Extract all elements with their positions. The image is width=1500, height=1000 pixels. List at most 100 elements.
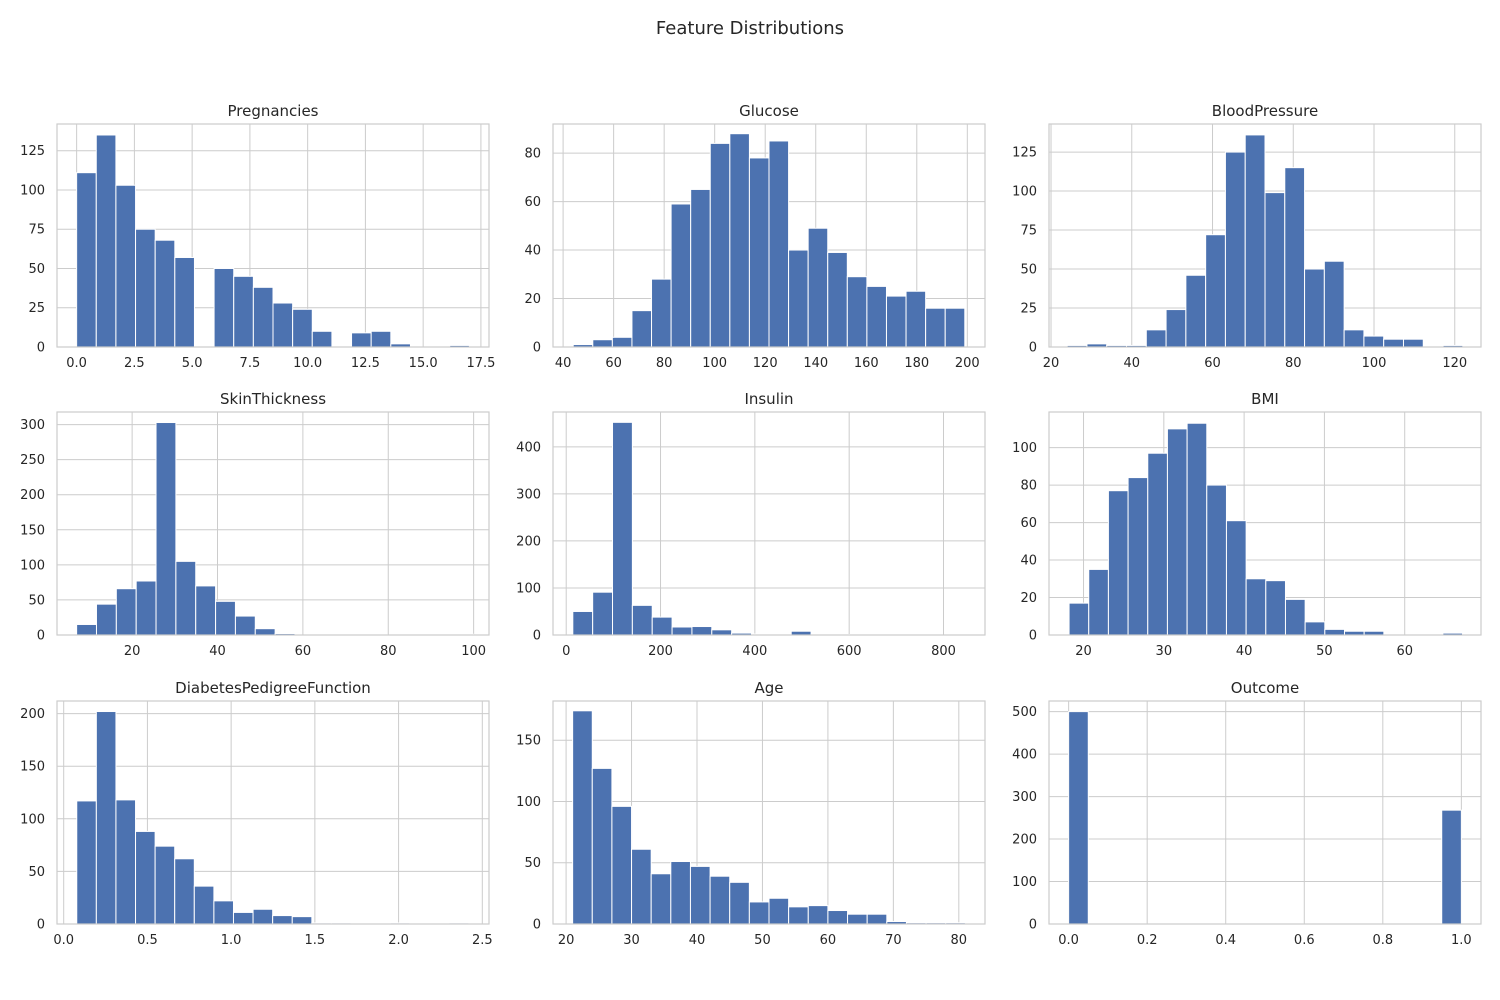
histogram-bar — [866, 285, 887, 348]
histogram-bar — [115, 184, 137, 348]
subplot-grid: Pregnancies 0.0 2.5 5.0 7.5 10.0 12.5 15.0 17.5 0… — [20, 102, 1482, 948]
plot-frame — [1048, 411, 1482, 636]
subplot-title: BMI — [1251, 390, 1279, 408]
histogram-bar — [252, 908, 274, 925]
x-tick-label: 600 — [837, 644, 862, 659]
subplot-title: Pregnancies — [227, 102, 318, 120]
plot-frame — [552, 700, 986, 925]
x-tick-label: 10.0 — [293, 356, 322, 371]
x-tick-label: 160 — [854, 356, 879, 371]
figure-title: Feature Distributions — [656, 18, 844, 39]
x-tick-label: 80 — [951, 933, 968, 948]
x-tick-label: 20 — [1043, 356, 1060, 371]
histogram-bar — [213, 900, 234, 925]
y-tick-label: 0 — [1029, 629, 1037, 644]
histogram-bar — [174, 256, 195, 348]
x-tick-label: 140 — [803, 356, 828, 371]
histogram-bar — [1245, 578, 1267, 636]
x-tick-label: 0.0 — [53, 933, 74, 948]
y-tick-label: 400 — [516, 440, 541, 455]
x-tick-label: 70 — [885, 933, 902, 948]
histogram-bar — [193, 885, 215, 925]
x-tick-label: 2.5 — [472, 933, 493, 948]
y-tick-label: 0 — [1029, 918, 1037, 933]
x-tick-label: 100 — [461, 644, 486, 659]
histogram-bar — [1304, 621, 1326, 636]
histogram-bar — [1284, 167, 1306, 348]
histogram-bar — [1441, 809, 1462, 925]
histogram-bar — [1186, 422, 1208, 636]
y-tick-label: 400 — [1012, 748, 1037, 763]
histogram-bar — [1145, 329, 1167, 348]
histogram-bar — [631, 604, 653, 636]
x-tick-label: 1.5 — [305, 933, 326, 948]
y-tick-label: 500 — [1012, 705, 1037, 720]
histogram-bar — [592, 591, 614, 636]
x-tick-label: 60 — [820, 933, 837, 948]
x-tick-label: 17.5 — [466, 356, 495, 371]
histogram-bar — [155, 422, 177, 636]
y-tick-label: 200 — [1012, 833, 1037, 848]
x-tick-label: 40 — [689, 933, 706, 948]
y-tick-label: 200 — [516, 534, 541, 549]
subplot-title: Glucose — [739, 102, 799, 120]
histogram-bar — [1107, 490, 1129, 636]
y-tick-label: 50 — [28, 865, 45, 880]
histogram-bar — [650, 873, 672, 925]
subplot-title: Insulin — [744, 390, 793, 408]
histogram-bar — [370, 330, 392, 348]
y-tick-label: 100 — [20, 558, 45, 573]
y-tick-label: 100 — [20, 183, 45, 198]
histogram-bar — [1402, 338, 1424, 348]
histogram-bar — [807, 905, 829, 925]
histogram-bar — [154, 845, 176, 925]
subplot-skinthickness: SkinThickness 20 40 60 80 100 0 50 100 150 200 250 3… — [20, 390, 490, 659]
histogram-bar — [1068, 711, 1089, 925]
subplot-bmi: BMI 20 30 40 50 60 0 20 40 60 80 100 — [1012, 390, 1482, 659]
y-tick-label: 25 — [1020, 302, 1037, 317]
histogram-bar — [612, 421, 633, 636]
y-tick-label: 100 — [516, 795, 541, 810]
histogram-bar — [611, 805, 633, 925]
histogram-bar — [1224, 151, 1246, 348]
x-tick-label: 400 — [742, 644, 767, 659]
histogram-bar — [827, 910, 849, 925]
y-tick-label: 60 — [524, 195, 541, 210]
histogram-bar — [1165, 309, 1187, 348]
plot-frame — [552, 123, 986, 348]
x-tick-label: 80 — [656, 356, 673, 371]
subplot-insulin: Insulin 0 200 400 600 800 0 100 200 300 400 — [516, 390, 986, 659]
histogram-bar — [709, 142, 731, 348]
histogram-bar — [76, 623, 97, 636]
histogram-bar — [311, 330, 333, 348]
x-tick-label: 0.5 — [137, 933, 158, 948]
y-tick-label: 50 — [28, 593, 45, 608]
y-tick-label: 0 — [1029, 341, 1037, 356]
y-tick-label: 300 — [20, 418, 45, 433]
subplot-title: Outcome — [1231, 679, 1299, 697]
histogram-bar — [866, 913, 888, 925]
histogram-bar — [748, 157, 770, 348]
x-tick-label: 30 — [1156, 644, 1173, 659]
histogram-bar — [291, 916, 313, 925]
x-tick-label: 30 — [623, 933, 640, 948]
subplot-glucose: Glucose 40 60 80 100 120 140 160 180 200 0 20 40 60 80 — [524, 102, 986, 371]
histogram-bar — [233, 275, 254, 348]
x-tick-label: 100 — [702, 356, 727, 371]
x-tick-label: 50 — [754, 933, 771, 948]
histogram-bar — [768, 897, 790, 925]
subplot-outcome: Outcome 0.0 0.2 0.4 0.6 0.8 1.0 0 100 200 300 400 50… — [1012, 679, 1482, 948]
histogram-bar — [591, 767, 613, 925]
x-tick-label: 200 — [955, 356, 980, 371]
y-tick-label: 150 — [20, 760, 45, 775]
x-tick-label: 100 — [1362, 356, 1387, 371]
y-tick-label: 0 — [533, 918, 541, 933]
x-tick-label: 2.5 — [124, 356, 145, 371]
y-tick-label: 0 — [533, 629, 541, 644]
histogram-bar — [135, 228, 156, 348]
subplot-pregnancies: Pregnancies 0.0 2.5 5.0 7.5 10.0 12.5 15.0 17.5 0… — [20, 102, 495, 371]
y-tick-label: 125 — [1012, 146, 1037, 161]
histogram-bar — [1324, 628, 1345, 636]
histogram-bar — [670, 861, 691, 925]
